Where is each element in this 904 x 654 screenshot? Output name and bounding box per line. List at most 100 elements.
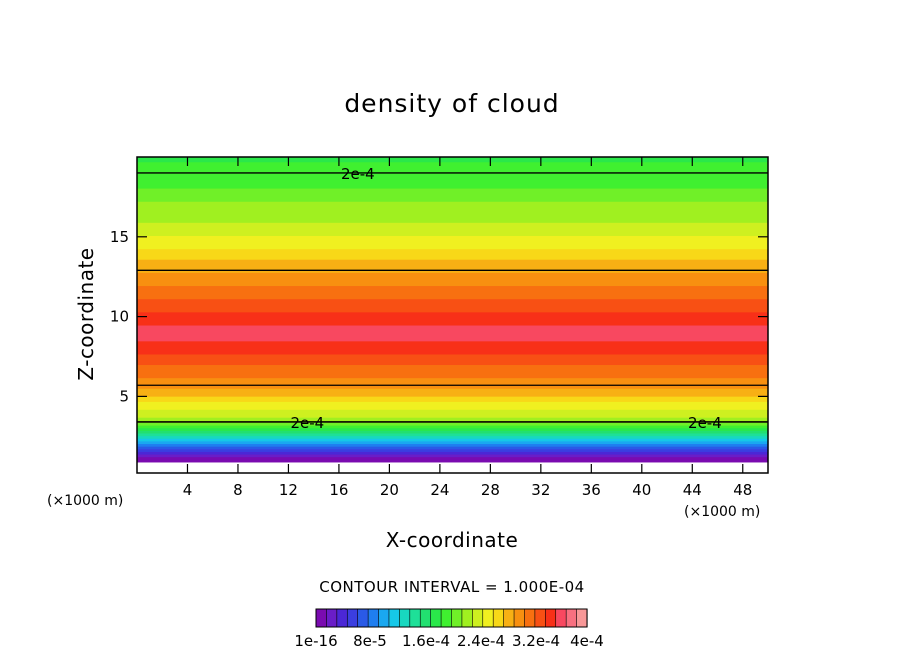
colorbar-swatch: [315, 608, 328, 628]
field-band: [137, 378, 768, 382]
field-band: [137, 386, 768, 390]
colorbar-swatch: [534, 608, 546, 628]
colorbar-swatch: [461, 608, 473, 628]
colorbar-labels: 1e-16 8e-5 1.6e-4 2.4e-4 3.2e-4 4e-4: [294, 632, 604, 650]
field-band: [137, 286, 768, 290]
field-band: [137, 164, 768, 169]
field-band: [137, 159, 768, 163]
field-band: [137, 175, 768, 179]
colorbar-swatch: [503, 608, 515, 628]
colorbar-label: 1e-16: [294, 632, 337, 650]
field-band: [137, 199, 768, 203]
field-band: [137, 212, 768, 216]
field-band: [137, 236, 768, 240]
field-band: [137, 267, 768, 271]
field-band: [137, 459, 768, 464]
colorbar-swatch: [336, 608, 348, 628]
field-band: [137, 343, 768, 348]
field-band: [137, 467, 768, 471]
x-tick-label: 24: [430, 481, 449, 499]
field-band: [137, 388, 768, 392]
field-band: [137, 243, 768, 248]
colorbar-label: 3.2e-4: [512, 632, 560, 650]
field-band: [137, 441, 768, 445]
x-tick-label: 40: [632, 481, 651, 499]
field-band: [137, 264, 768, 269]
x-tick-label: 4: [183, 481, 193, 499]
field-band: [137, 220, 768, 224]
field-band: [137, 425, 768, 429]
field-band: [137, 293, 768, 298]
field-band: [137, 217, 768, 221]
x-tick-label: 8: [233, 481, 243, 499]
field-band: [137, 246, 768, 250]
field-band: [137, 341, 768, 345]
colorbar-swatch: [513, 608, 526, 628]
field-band: [137, 249, 768, 253]
field-band: [137, 315, 768, 319]
field-band: [137, 372, 768, 377]
field-band: [137, 228, 768, 232]
field-band: [137, 328, 768, 332]
field-band: [137, 170, 768, 174]
field-band: [137, 357, 768, 361]
field-band: [137, 262, 768, 266]
field-band: [137, 362, 768, 366]
colorbar-label: 2.4e-4: [457, 632, 505, 650]
field-band: [137, 444, 768, 448]
field-band: [137, 209, 768, 213]
field-band: [137, 333, 768, 337]
field-band: [137, 233, 768, 237]
field-band: [137, 172, 768, 177]
field-band: [137, 451, 768, 456]
field-band: [137, 417, 768, 421]
colorbar-swatch: [430, 608, 442, 628]
field-band: [137, 188, 768, 192]
field-band: [137, 433, 768, 437]
field-band: [137, 409, 768, 414]
field-band: [137, 322, 768, 327]
field-band: [137, 180, 768, 184]
x-tick-label: 44: [683, 481, 702, 499]
colorbar-swatch: [409, 608, 421, 628]
contour-lines: 2e-4 2e-4 2e-4: [137, 165, 768, 432]
field-band: [137, 301, 768, 306]
field-band: [137, 399, 768, 403]
colorbar-label: 4e-4: [570, 632, 604, 650]
field-band: [137, 349, 768, 353]
field-band: [137, 422, 768, 427]
colorbar-swatch: [482, 608, 494, 628]
field-band: [137, 354, 768, 358]
field-band: [137, 304, 768, 308]
field-band: [137, 404, 768, 408]
y-tick-label: 5: [119, 387, 129, 405]
field-band: [137, 196, 768, 200]
x-tick-label: 12: [279, 481, 298, 499]
field-band: [137, 336, 768, 340]
field-band: [137, 330, 768, 335]
field-band: [137, 351, 768, 356]
field-band: [137, 291, 768, 295]
field-band: [137, 288, 768, 292]
field-band: [137, 401, 768, 406]
field-band: [137, 436, 768, 440]
field-band: [137, 259, 768, 263]
field-band: [137, 241, 768, 245]
field-band: [137, 278, 768, 282]
field-band: [137, 412, 768, 416]
field-band: [137, 446, 768, 450]
field-band: [137, 162, 768, 166]
field-band: [137, 367, 768, 371]
field-band: [137, 251, 768, 256]
colorbar-swatch: [419, 608, 432, 628]
field-band: [137, 470, 768, 473]
field-band: [137, 338, 768, 342]
x-tick-label: 32: [531, 481, 550, 499]
x-unit-right: (×1000 m): [684, 504, 760, 520]
colorbar-swatch: [565, 608, 578, 628]
colorbar-swatch: [492, 608, 505, 628]
field-band: [137, 225, 768, 229]
field-band: [137, 346, 768, 350]
x-tick-label: 36: [582, 481, 601, 499]
